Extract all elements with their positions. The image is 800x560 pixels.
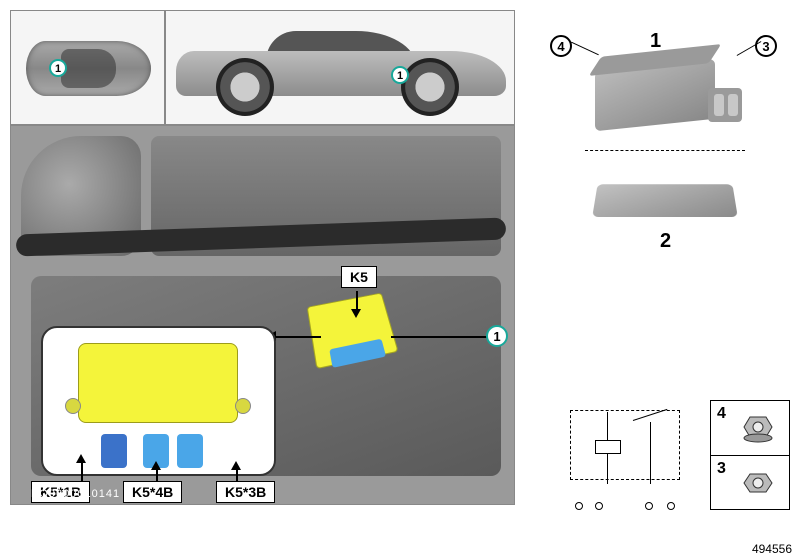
location-panel-side: 1 <box>165 10 515 125</box>
vehicle-side-view <box>176 31 506 116</box>
part-marker-1: 1 <box>486 325 508 347</box>
fastener-table: 4 3 <box>710 400 790 510</box>
nut-flanged-icon <box>741 413 775 443</box>
arrow-icon <box>231 461 241 470</box>
assembly-line <box>585 150 745 151</box>
wheel-rear <box>216 58 274 116</box>
label-pin-3b: K5*3B <box>216 481 275 503</box>
schematic-terminal <box>575 502 583 510</box>
nut-hex-icon <box>741 468 775 498</box>
ref-marker-3: 3 <box>755 35 777 57</box>
vehicle-top-view <box>26 41 151 96</box>
drawing-number: 494556 <box>752 542 792 556</box>
fastener-cell-4: 4 <box>711 401 789 456</box>
engine-bay-panel: K5 1 K5*1B K5*4B K5*3B EO0000010141 <box>10 125 515 505</box>
fastener-ref-3: 3 <box>717 460 726 478</box>
relay-schematic <box>555 400 695 510</box>
ref-marker-4: 4 <box>550 35 572 57</box>
part-relay-plug <box>708 88 742 122</box>
location-panel-top: 1 <box>10 10 165 125</box>
schematic-wire <box>650 422 651 484</box>
schematic-coil <box>595 440 621 454</box>
arrow-icon <box>351 309 361 318</box>
relay-mount-icon <box>65 398 81 414</box>
connector-1b <box>101 434 127 468</box>
ref-number-1: 1 <box>650 30 661 53</box>
ref-number-2: 2 <box>660 230 671 253</box>
label-pin-4b: K5*4B <box>123 481 182 503</box>
schematic-terminal <box>595 502 603 510</box>
fastener-ref-4: 4 <box>717 405 726 423</box>
schematic-wire <box>607 412 608 440</box>
leader-line <box>571 42 599 56</box>
leader-line <box>391 336 501 338</box>
schematic-wire <box>607 454 608 484</box>
relay-body <box>78 343 238 423</box>
arrow-icon <box>151 461 161 470</box>
location-marker-side: 1 <box>391 66 409 84</box>
part-drawing: 4 1 3 2 <box>540 30 790 290</box>
leader-line <box>356 291 358 311</box>
schematic-outline <box>570 410 680 480</box>
connector-3b <box>177 434 203 468</box>
wheel-front <box>401 58 459 116</box>
part-relay-top <box>595 59 715 132</box>
part-bracket <box>592 184 738 217</box>
leader-line <box>273 336 321 338</box>
relay-mount-icon <box>235 398 251 414</box>
schematic-terminal <box>667 502 675 510</box>
location-marker-top: 1 <box>49 59 67 77</box>
arrow-icon <box>76 454 86 463</box>
image-id: EO0000010141 <box>31 488 120 500</box>
schematic-terminal <box>645 502 653 510</box>
fastener-cell-3: 3 <box>711 456 789 511</box>
label-k5: K5 <box>341 266 377 288</box>
